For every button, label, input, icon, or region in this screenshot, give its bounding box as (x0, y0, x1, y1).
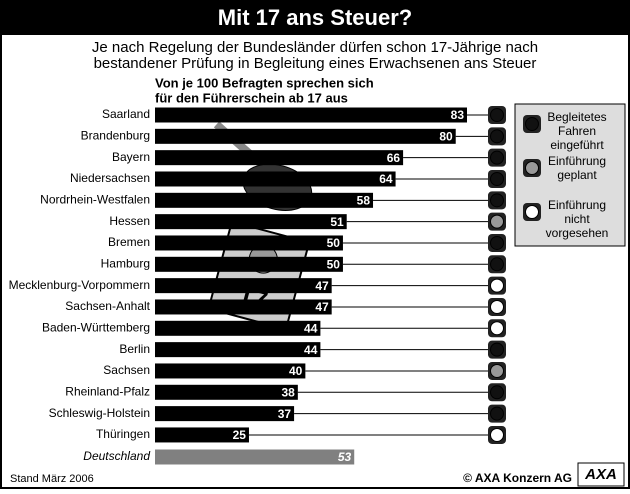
bar (155, 384, 298, 400)
status-icon (490, 150, 504, 165)
category-label: Sachsen (103, 363, 150, 377)
status-icon (490, 129, 504, 144)
status-icon (490, 363, 504, 378)
value-label: 53 (338, 450, 352, 464)
bar (155, 150, 404, 166)
heading: Von je 100 Befragten sprechen sich (155, 75, 374, 90)
value-label: 66 (387, 151, 401, 165)
category-label: Deutschland (83, 449, 150, 463)
value-label: 37 (278, 407, 292, 421)
value-label: 47 (315, 300, 329, 314)
heading: für den Führerschein ab 17 aus (155, 90, 348, 105)
legend-label: nicht (564, 212, 590, 226)
status-icon (490, 214, 504, 229)
category-label: Thüringen (96, 427, 150, 441)
bar (155, 214, 347, 230)
category-label: Saarland (102, 107, 150, 121)
status-icon (490, 108, 504, 122)
status-icon (490, 406, 504, 421)
bar (155, 342, 321, 358)
value-label: 38 (281, 385, 295, 399)
category-label: Hessen (109, 214, 150, 228)
chart-title: Mit 17 ans Steuer? (218, 5, 412, 30)
value-label: 83 (451, 108, 465, 122)
bar (155, 427, 249, 443)
status-icon (490, 235, 504, 250)
status-icon (525, 205, 539, 219)
value-label: 47 (315, 279, 329, 293)
status-icon (490, 278, 504, 293)
status-icon (490, 257, 504, 272)
category-label: Hamburg (101, 256, 150, 270)
legend-label: Einführung (548, 198, 606, 212)
category-label: Berlin (119, 342, 150, 356)
category-label: Schleswig-Holstein (49, 406, 150, 420)
source: Stand März 2006 (10, 473, 94, 485)
subtitle: Je nach Regelung der Bundesländer dürfen… (92, 39, 538, 56)
logo-box (577, 462, 625, 487)
category-label: Baden-Württemberg (42, 320, 150, 334)
category-label: Niedersachsen (70, 171, 150, 185)
value-label: 50 (327, 257, 341, 271)
bar (155, 256, 343, 272)
bar (155, 278, 332, 294)
value-label: 40 (289, 364, 303, 378)
legend-label: Begleitetes (547, 110, 606, 124)
subtitle: bestandener Prüfung in Begleitung eines … (94, 55, 537, 72)
category-label: Bayern (112, 150, 150, 164)
bar (155, 320, 321, 336)
value-label: 51 (330, 215, 344, 229)
bar (155, 406, 295, 422)
bar (155, 192, 374, 208)
status-icon (490, 321, 504, 336)
legend-label: vorgesehen (546, 226, 609, 240)
title-bar (1, 1, 629, 35)
category-label: Brandenburg (81, 129, 150, 143)
status-icon (490, 171, 504, 186)
status-icon (525, 117, 539, 131)
status-icon (490, 299, 504, 314)
category-label: Rheinland-Pfalz (65, 384, 150, 398)
bar (155, 363, 306, 379)
legend-label: Fahren (558, 124, 596, 138)
status-icon (490, 342, 504, 357)
bar (155, 299, 332, 315)
copyright: © AXA Konzern AG (463, 471, 572, 485)
category-label: Sachsen-Anhalt (65, 299, 150, 313)
status-icon (490, 427, 504, 442)
legend-label: Einführung (548, 154, 606, 168)
bar (155, 449, 355, 465)
bar (155, 171, 396, 187)
value-label: 44 (304, 321, 318, 335)
status-icon (490, 193, 504, 208)
category-label: Nordrhein-Westfalen (40, 192, 150, 206)
legend-label: eingeführt (550, 138, 604, 152)
value-label: 80 (439, 130, 453, 144)
bar (155, 128, 456, 144)
category-label: Mecklenburg-Vorpommern (9, 278, 150, 292)
logo: AXA (584, 466, 617, 483)
bar (155, 107, 467, 123)
value-label: 58 (357, 193, 371, 207)
status-icon (490, 385, 504, 400)
legend-label: geplant (557, 168, 597, 182)
status-icon (525, 161, 539, 175)
bar (155, 235, 343, 251)
value-label: 50 (327, 236, 341, 250)
category-label: Bremen (108, 235, 150, 249)
value-label: 44 (304, 343, 318, 357)
value-label: 25 (233, 428, 247, 442)
value-label: 64 (379, 172, 393, 186)
